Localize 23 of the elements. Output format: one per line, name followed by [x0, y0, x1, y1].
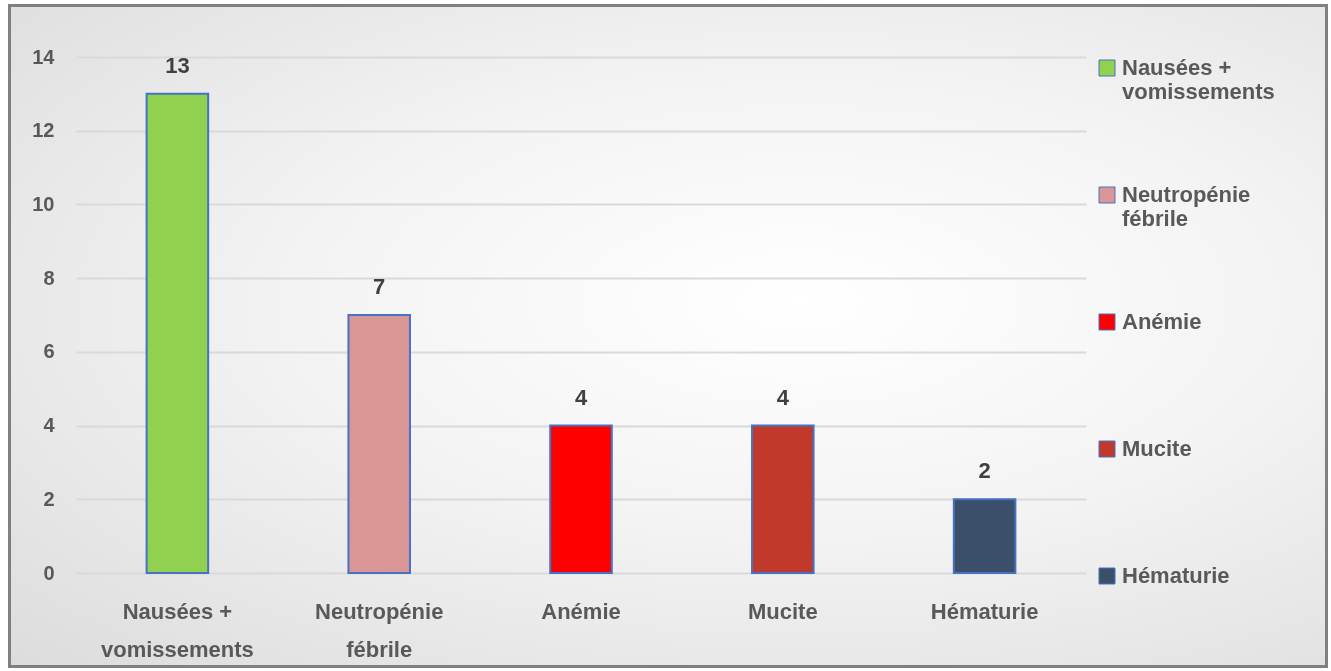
y-tick-label: 4 [43, 414, 56, 437]
x-tick-label: Anémie [541, 598, 621, 624]
y-tick-label: 8 [43, 266, 55, 289]
y-tick-label: 6 [43, 340, 55, 363]
data-label: 7 [373, 274, 386, 299]
y-tick-label: 10 [32, 192, 55, 215]
y-tick-label: 12 [32, 119, 55, 142]
y-tick-label: 14 [32, 45, 56, 68]
data-label: 13 [165, 52, 190, 78]
x-tick-label: Hématurie [930, 598, 1039, 624]
legend-label: Neutropénie fébrile [1122, 182, 1251, 231]
x-tick-label: Mucite [747, 598, 818, 624]
x-tick-label: Neutropénie fébrile [315, 598, 444, 662]
x-tick-label: Nausées + vomissements [100, 598, 254, 662]
data-label: 2 [978, 458, 991, 484]
legend-label: Nausées + vomissements [1122, 55, 1275, 104]
legend-label: Anémie [1122, 309, 1202, 334]
legend-label: Mucite [1122, 436, 1192, 461]
data-label: 4 [776, 384, 790, 410]
y-tick-label: 2 [43, 487, 55, 510]
data-label: 4 [574, 384, 588, 410]
y-tick-label: 0 [43, 561, 55, 584]
legend-label: Hématurie [1122, 563, 1230, 588]
